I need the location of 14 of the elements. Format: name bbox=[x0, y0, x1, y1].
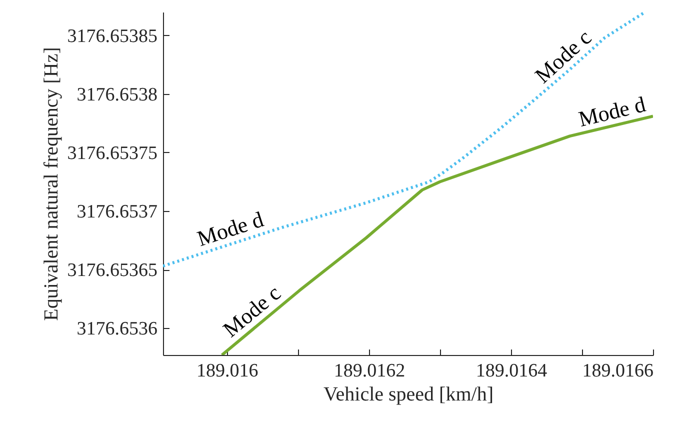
y-tick-label: 3176.65375 bbox=[67, 142, 158, 164]
x-axis-title: Vehicle speed [km/h] bbox=[324, 384, 494, 406]
y-tick-label: 3176.65365 bbox=[67, 260, 158, 282]
y-tick-label: 3176.6536 bbox=[76, 318, 158, 340]
y-axis-title: Equivalent natural frequency [Hz] bbox=[40, 47, 62, 321]
x-tick-label: 189.0166 bbox=[582, 360, 654, 382]
y-tick-label: 3176.6538 bbox=[76, 84, 158, 106]
x-tick-label: 189.0162 bbox=[334, 360, 406, 382]
y-tick-label: 3176.6537 bbox=[76, 202, 158, 223]
x-tick-label: 189.016 bbox=[196, 360, 258, 382]
annotation: Mode d bbox=[194, 206, 266, 252]
x-tick-label: 189.0164 bbox=[476, 360, 548, 382]
y-tick-label: 3176.65385 bbox=[67, 26, 158, 47]
annotation: Mode d bbox=[576, 91, 648, 132]
